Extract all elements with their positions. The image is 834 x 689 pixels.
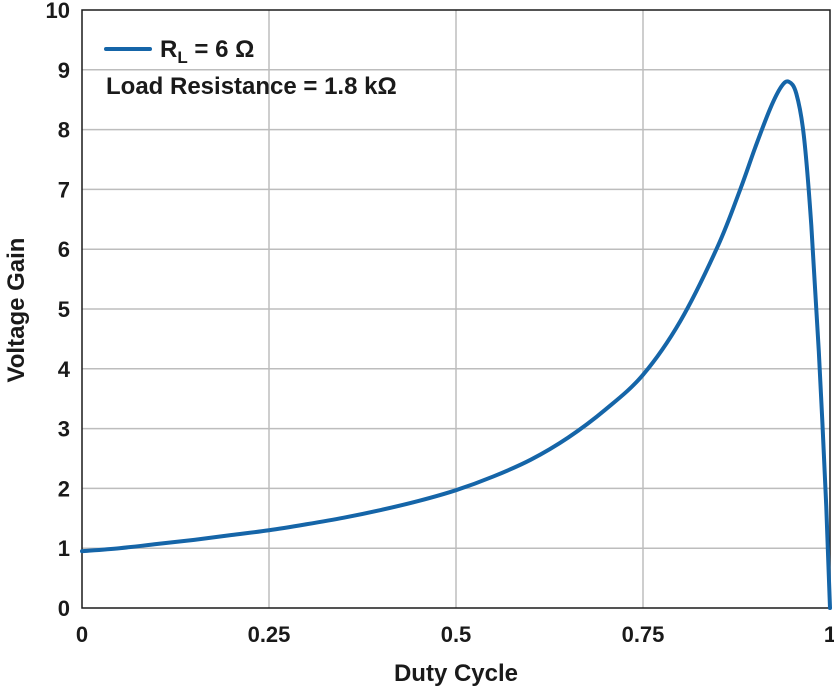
legend-series-sub: L <box>177 48 187 67</box>
y-tick-label: 4 <box>58 357 71 382</box>
y-tick-label: 2 <box>58 476 70 501</box>
x-tick-label: 0.75 <box>622 622 665 647</box>
x-tick-label: 0.25 <box>248 622 291 647</box>
x-axis-title: Duty Cycle <box>394 660 518 687</box>
y-tick-label: 5 <box>58 297 70 322</box>
legend: RL = 6 Ω Load Resistance = 1.8 kΩ <box>104 36 397 100</box>
y-tick-label: 6 <box>58 237 70 262</box>
y-axis-title: Voltage Gain <box>3 238 30 383</box>
grid-lines <box>82 10 830 608</box>
x-tick-label: 0.5 <box>441 622 472 647</box>
y-tick-label: 0 <box>58 596 70 621</box>
x-tick-label: 1 <box>824 622 834 647</box>
y-tick-label: 3 <box>58 417 70 442</box>
legend-note: Load Resistance = 1.8 kΩ <box>106 73 397 100</box>
series-line-0 <box>80 79 832 610</box>
y-tick-label: 9 <box>58 58 70 83</box>
plot-frame <box>81 9 831 609</box>
legend-series-rest: = 6 Ω <box>188 36 255 63</box>
y-tick-label: 1 <box>58 536 70 561</box>
series-lines <box>80 79 832 610</box>
legend-series-main: R <box>160 36 177 63</box>
y-tick-label: 7 <box>58 177 70 202</box>
x-tick-label: 0 <box>76 622 88 647</box>
x-tick-labels: 0 0.25 0.5 0.75 1 <box>76 622 834 647</box>
legend-series-label: RL = 6 Ω <box>160 36 254 67</box>
y-tick-labels: 0 1 2 3 4 5 6 7 8 9 10 <box>46 0 71 621</box>
y-tick-label: 10 <box>46 0 70 23</box>
y-tick-label: 8 <box>58 118 70 143</box>
